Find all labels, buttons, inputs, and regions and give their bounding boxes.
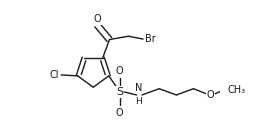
Text: O: O xyxy=(93,14,101,24)
Text: H: H xyxy=(135,97,142,106)
Text: O: O xyxy=(116,66,124,76)
Text: O: O xyxy=(207,90,214,100)
Text: S: S xyxy=(116,87,123,97)
Text: Cl: Cl xyxy=(49,70,59,80)
Text: O: O xyxy=(116,108,124,118)
Text: Br: Br xyxy=(145,34,156,44)
Text: CH₃: CH₃ xyxy=(228,85,246,95)
Text: N: N xyxy=(135,83,142,93)
